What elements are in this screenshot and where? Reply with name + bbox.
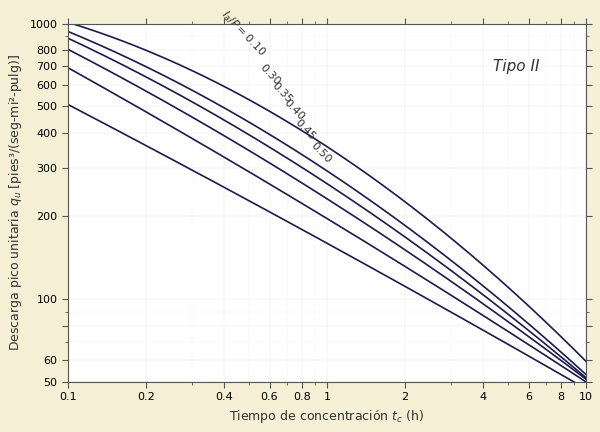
Text: 0.50: 0.50 xyxy=(309,140,333,165)
Text: 0.30: 0.30 xyxy=(257,63,282,87)
Text: 0.45: 0.45 xyxy=(293,118,317,143)
X-axis label: Tiempo de concentración $t_c$ (h): Tiempo de concentración $t_c$ (h) xyxy=(229,408,425,425)
Text: 0.35: 0.35 xyxy=(269,81,294,105)
Y-axis label: Descarga pico unitaria $q_u$ [pies³/(seg-mi²-pulg)]: Descarga pico unitaria $q_u$ [pies³/(seg… xyxy=(7,54,24,351)
Text: $I_a/P = 0.10$: $I_a/P = 0.10$ xyxy=(218,8,269,59)
Text: 0.40: 0.40 xyxy=(282,98,307,123)
Text: Tipo II: Tipo II xyxy=(493,59,539,74)
